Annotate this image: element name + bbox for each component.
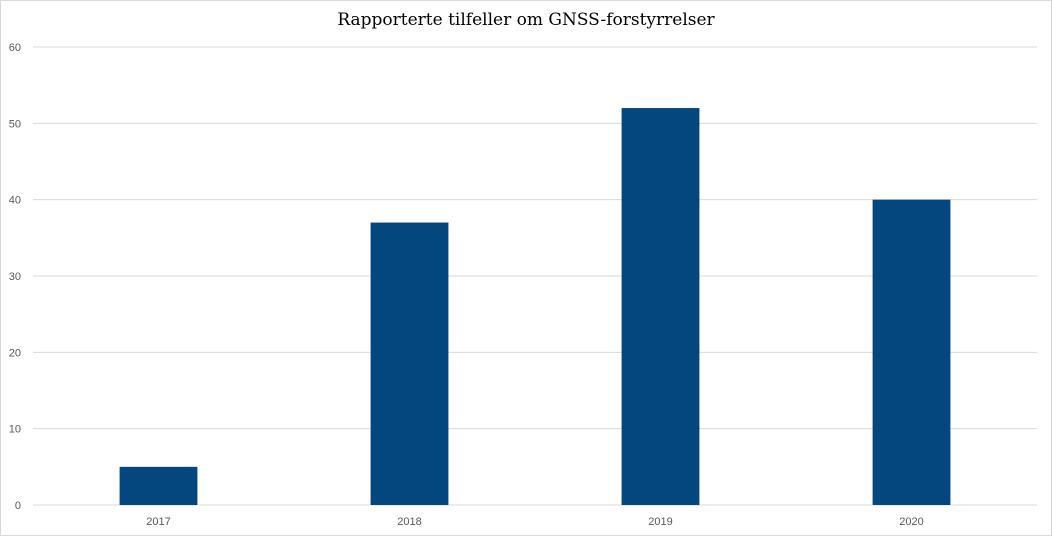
y-tick-label: 30 [9,271,21,283]
x-tick-label: 2020 [899,516,923,528]
bar-2020 [872,199,951,505]
y-tick-label: 20 [9,347,21,359]
bar-2017 [119,466,198,505]
x-tick-label: 2018 [397,516,421,528]
bar-2019 [621,108,700,506]
bar-2018 [370,222,449,506]
x-tick-label: 2019 [648,516,672,528]
chart-title: Rapporterte tilfeller om GNSS-forstyrrel… [337,10,715,30]
y-tick-label: 60 [9,42,21,54]
x-tick-label: 2017 [146,516,170,528]
y-tick-label: 10 [9,424,21,436]
y-tick-label: 50 [9,118,21,130]
y-tick-label: 0 [15,500,21,512]
y-tick-label: 40 [9,195,21,207]
